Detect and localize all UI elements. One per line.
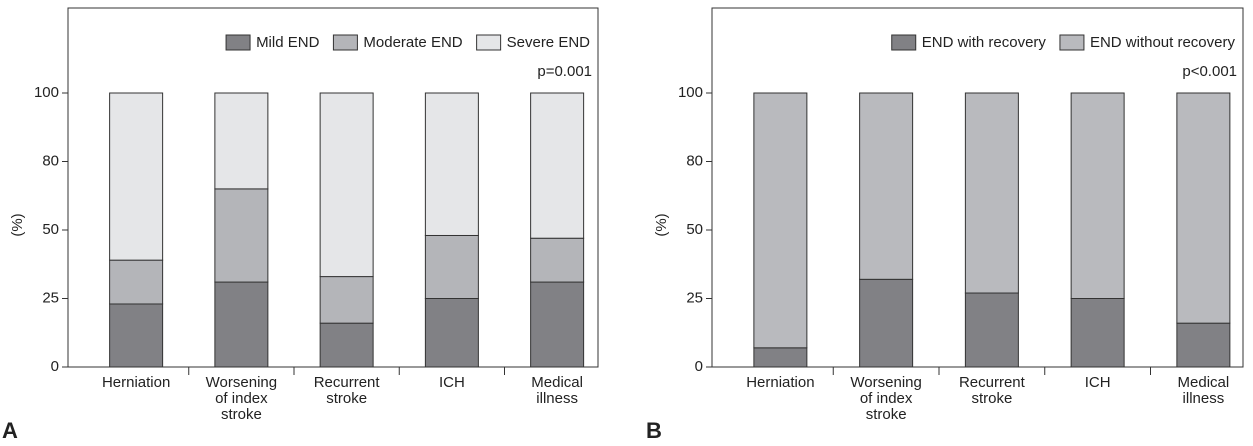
bar-segment: [859, 278, 914, 368]
y-tick-label: 80: [42, 152, 59, 169]
bar-segment: [319, 92, 374, 278]
x-tick-label: Herniation: [102, 374, 170, 391]
x-tick-label: Medical illness: [1178, 374, 1230, 407]
legend-swatch: [225, 34, 251, 51]
y-tick-label: 25: [42, 289, 59, 306]
bar-segment: [753, 92, 808, 349]
legend-swatch: [1059, 34, 1085, 51]
bar-segment: [214, 281, 269, 368]
bar-segment: [1176, 322, 1231, 368]
legend-swatch: [332, 34, 358, 51]
bar-segment: [530, 92, 585, 239]
legend-swatch: [476, 34, 502, 51]
bar-segment: [1176, 92, 1231, 324]
x-tick-label: ICH: [439, 374, 465, 391]
legend-label: Severe END: [507, 34, 591, 51]
bar-segment: [214, 188, 269, 283]
x-tick-label: ICH: [1085, 374, 1111, 391]
y-tick-label: 50: [42, 221, 59, 238]
bar-segment: [109, 303, 164, 368]
annotation: p=0.001: [537, 63, 592, 80]
legend-label: Moderate END: [363, 34, 462, 51]
bar-segment: [1070, 298, 1125, 368]
y-tick-label: 100: [34, 84, 59, 101]
x-tick-label: Medical illness: [531, 374, 583, 407]
bar-segment: [964, 292, 1019, 368]
bar-segment: [424, 298, 479, 368]
bar-segment: [214, 92, 269, 190]
panel-label: B: [646, 418, 662, 443]
bar-segment: [530, 281, 585, 368]
legend-label: END without recovery: [1090, 34, 1236, 51]
y-tick-label: 50: [686, 221, 703, 238]
bar-segment: [753, 347, 808, 368]
bar-segment: [964, 92, 1019, 294]
legend-label: END with recovery: [922, 34, 1047, 51]
bar-segment: [109, 259, 164, 305]
y-tick-label: 80: [686, 152, 703, 169]
x-tick-label: Recurrent stroke: [314, 374, 381, 407]
bar-segment: [424, 234, 479, 299]
bar-segment: [424, 92, 479, 236]
y-axis-label: (%): [9, 213, 26, 236]
bar-segment: [1070, 92, 1125, 299]
bar-segment: [530, 237, 585, 283]
x-tick-label: Worsening of index stroke: [850, 374, 921, 423]
annotation: p<0.001: [1182, 63, 1237, 80]
legend-label: Mild END: [256, 34, 320, 51]
bar-segment: [859, 92, 914, 280]
panel-label: A: [2, 418, 18, 443]
y-tick-label: 25: [686, 289, 703, 306]
x-tick-label: Herniation: [746, 374, 814, 391]
y-tick-label: 0: [51, 358, 59, 375]
bar-segment: [319, 276, 374, 324]
x-tick-label: Worsening of index stroke: [206, 374, 277, 423]
y-tick-label: 0: [695, 358, 703, 375]
x-tick-label: Recurrent stroke: [959, 374, 1026, 407]
y-tick-label: 100: [678, 84, 703, 101]
y-axis-label: (%): [653, 213, 670, 236]
bar-segment: [109, 92, 164, 261]
legend-swatch: [891, 34, 917, 51]
bar-segment: [319, 322, 374, 368]
